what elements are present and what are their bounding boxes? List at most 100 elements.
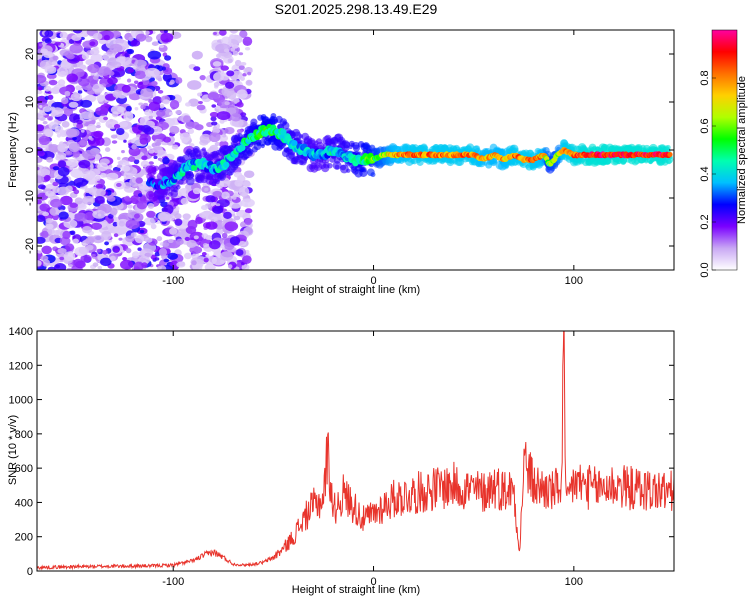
spectrogram-speckle: [210, 121, 218, 126]
spectrogram-speckle: [158, 248, 168, 257]
ridge-halo: [176, 184, 181, 190]
spectrogram-speckle: [121, 84, 131, 93]
spectrogram-speckle: [227, 58, 233, 64]
spectrogram-speckle: [80, 129, 85, 133]
colorbar-tick-label: 0.2: [699, 214, 711, 229]
spectrogram-speckle: [164, 55, 172, 61]
spectrogram-speckle: [112, 90, 122, 98]
spectrogram-speckle: [240, 198, 255, 208]
spectrogram-speckle: [221, 232, 228, 239]
spectrogram-speckle: [112, 221, 118, 227]
spectrogram-speckle: [156, 138, 163, 143]
spectrogram-speckle: [133, 158, 140, 165]
spectrogram-speckle: [81, 226, 93, 234]
ridge-halo: [346, 168, 351, 173]
spectrogram-speckle: [39, 203, 50, 212]
spectrogram-speckle: [208, 240, 221, 250]
spectrogram-speckle: [69, 202, 78, 208]
spectrogram-speckle: [80, 64, 87, 69]
spectrogram-speckle: [169, 99, 180, 110]
spectrogram-speckle: [96, 188, 106, 197]
ridge-halo: [212, 153, 219, 160]
ridge-halo: [310, 140, 316, 145]
spectrogram-speckle: [220, 251, 234, 261]
spectrogram-speckle: [236, 89, 248, 100]
spectrogram-speckle: [38, 43, 43, 47]
spectrogram-speckle: [91, 254, 96, 258]
spectrogram-speckle: [116, 156, 121, 161]
ridge-halo: [327, 162, 333, 169]
spectrogram-speckle: [189, 245, 203, 254]
spectrogram-speckle: [127, 68, 135, 73]
spectrogram-speckle: [42, 121, 48, 125]
spectrogram-speckle: [235, 249, 244, 256]
ridge-core: [191, 164, 198, 171]
spectrogram-speckle: [134, 107, 139, 111]
spectrogram-speckle: [156, 236, 163, 242]
spectrogram-speckle: [150, 80, 158, 87]
spectrogram-speckle: [169, 227, 178, 235]
y-tick-label: 20: [24, 48, 36, 60]
spectrogram-speckle: [61, 61, 69, 66]
spectrogram-speckle: [73, 212, 88, 222]
spectrogram-speckle: [52, 181, 59, 187]
spectrogram-speckle: [64, 90, 71, 97]
colorbar-gradient: [711, 29, 738, 271]
spectrogram-speckle: [83, 32, 89, 37]
spectrogram-speckle: [91, 235, 105, 244]
spectrogram-speckle: [39, 150, 44, 154]
spectrogram-speckle: [52, 186, 60, 194]
spectrogram-speckle: [44, 38, 52, 44]
spectrogram-speckle: [191, 50, 203, 60]
spectrogram-speckle: [139, 229, 145, 234]
spectrogram-speckle: [196, 104, 206, 111]
spectrogram-speckle: [79, 139, 87, 146]
spectrogram-speckle: [78, 159, 91, 169]
spectrogram-speckle: [100, 257, 112, 267]
spectrogram-speckle: [145, 30, 150, 35]
spectrogram-speckle: [230, 113, 242, 122]
spectrogram-speckle: [169, 79, 175, 85]
spectrogram-speckle: [115, 56, 126, 64]
spectrogram-speckle: [41, 259, 50, 267]
spectrogram-speckle: [96, 94, 105, 103]
spectrogram-speckle: [96, 248, 101, 253]
spectrogram-speckle: [192, 187, 201, 195]
x-tick-label: 100: [565, 275, 583, 287]
spectrogram-speckle: [116, 182, 122, 188]
spectrogram-speckle: [215, 203, 221, 207]
colorbar-tick-label: 0.8: [699, 70, 711, 85]
spectrogram-speckle: [187, 128, 195, 134]
spectrogram-speckle: [63, 251, 76, 262]
spectrogram-speckle: [160, 32, 174, 43]
spectrogram-speckle: [144, 237, 153, 243]
spectrogram-speckle: [54, 41, 61, 46]
spectrogram-y-axis-title: Frequency (Hz): [7, 112, 19, 188]
spectrogram-speckle: [73, 258, 83, 267]
spectrogram-speckle: [126, 78, 132, 83]
spectrogram-speckle: [52, 55, 59, 61]
spectrogram-speckle: [210, 116, 217, 122]
spectrogram-speckle: [37, 168, 51, 177]
spectrogram-speckle: [208, 132, 221, 143]
spectrogram-speckle: [73, 177, 88, 187]
ridge-halo: [270, 113, 277, 119]
spectrogram-speckle: [65, 243, 75, 252]
spectrogram-speckle: [95, 106, 109, 116]
spectrogram-speckle: [110, 207, 118, 216]
colorbar-tick-label: 0.6: [699, 118, 711, 133]
ridge-core: [667, 151, 673, 158]
spectrogram-speckle: [85, 237, 95, 245]
spectrogram-speckle: [103, 34, 110, 41]
colorbar-tick-label: 0.0: [699, 262, 711, 277]
spectrogram-speckle: [94, 195, 105, 204]
spectrogram-speckle: [191, 260, 197, 266]
spectrogram-speckle: [66, 73, 78, 83]
spectrogram-speckle: [213, 72, 225, 82]
spectrogram-speckle: [46, 156, 54, 163]
spectrogram-speckle: [37, 175, 45, 184]
spectrogram-speckle: [138, 102, 144, 106]
spectrogram-speckle: [241, 264, 250, 270]
spectrogram-speckle: [84, 122, 89, 127]
spectrogram-speckle: [135, 33, 147, 42]
